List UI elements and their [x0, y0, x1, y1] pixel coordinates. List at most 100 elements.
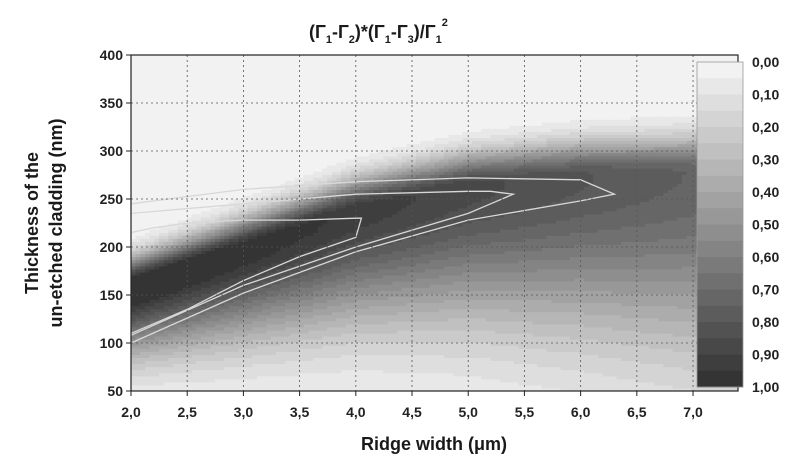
heatmap-cell [196, 372, 202, 377]
heatmap-cell [177, 161, 183, 166]
heatmap-cell [173, 308, 179, 313]
heatmap-cell [149, 357, 155, 362]
heatmap-cell [131, 265, 137, 270]
heatmap-cell [196, 158, 202, 163]
heatmap-cell [215, 67, 221, 71]
heatmap-cell [168, 140, 174, 145]
heatmap-cell [205, 351, 211, 355]
heatmap-cell [201, 149, 207, 154]
heatmap-cell [140, 360, 146, 365]
heatmap-cell [219, 238, 225, 242]
heatmap-cell [201, 238, 207, 242]
heatmap-cell [159, 134, 165, 139]
heatmap-cell [154, 268, 160, 273]
heatmap-cell [140, 375, 146, 380]
heatmap-cell [154, 235, 160, 239]
heatmap-cell [177, 192, 183, 197]
heatmap-cell [191, 354, 197, 358]
heatmap-cell [191, 262, 197, 267]
heatmap-cell [140, 207, 146, 212]
heatmap-cell [149, 164, 155, 169]
heatmap-cell [145, 384, 151, 389]
heatmap-cell [201, 113, 207, 117]
heatmap-cell [210, 378, 216, 383]
heatmap-cell [168, 219, 174, 224]
heatmap-cell [191, 155, 197, 160]
heatmap-cell [140, 58, 146, 62]
heatmap-cell [163, 241, 169, 245]
heatmap-cell [191, 171, 197, 175]
heatmap-cell [177, 235, 183, 239]
heatmap-cell [187, 387, 193, 391]
heatmap-cell [187, 180, 193, 184]
heatmap-cell [168, 100, 174, 105]
heatmap-cell [196, 277, 202, 282]
heatmap-cell [205, 259, 211, 264]
heatmap-cell [135, 375, 141, 380]
heatmap-cell [201, 55, 207, 59]
heatmap-cell [135, 195, 141, 200]
heatmap-cell [131, 137, 137, 142]
heatmap-cell [135, 216, 141, 221]
heatmap-cell [149, 113, 155, 117]
heatmap-cell [159, 158, 165, 163]
heatmap-cell [187, 64, 193, 68]
heatmap-cell [149, 198, 155, 203]
heatmap-cell [149, 180, 155, 184]
heatmap-cell [135, 189, 141, 194]
heatmap-cell [168, 171, 174, 175]
heatmap-cell [210, 180, 216, 184]
heatmap-cell [177, 174, 183, 178]
heatmap-cell [205, 109, 211, 114]
heatmap-cell [140, 94, 146, 99]
heatmap-cell [140, 201, 146, 206]
heatmap-cell [163, 259, 169, 264]
heatmap-cell [205, 281, 211, 285]
heatmap-cell [140, 241, 146, 245]
heatmap-cell [182, 226, 188, 230]
heatmap-cell [182, 299, 188, 304]
heatmap-cell [135, 174, 141, 178]
heatmap-cell [163, 357, 169, 362]
heatmap-cell [219, 253, 225, 258]
heatmap-cell [191, 256, 197, 261]
heatmap-cell [210, 192, 216, 197]
heatmap-cell [196, 131, 202, 136]
heatmap-cell [140, 342, 146, 346]
heatmap-cell [191, 329, 197, 334]
heatmap-cell [210, 155, 216, 160]
heatmap-cell [191, 103, 197, 108]
heatmap-cell [168, 183, 174, 187]
heatmap-cell [131, 323, 137, 328]
heatmap-cell [140, 354, 146, 358]
heatmap-cell [219, 226, 225, 230]
heatmap-cell [177, 113, 183, 117]
heatmap-cell [135, 281, 141, 285]
heatmap-cell [210, 351, 216, 355]
heatmap-cell [173, 302, 179, 307]
heatmap-cell [159, 223, 165, 227]
heatmap-cell [163, 119, 169, 123]
heatmap-cell [215, 342, 221, 346]
heatmap-cell [210, 113, 216, 117]
heatmap-cell [131, 348, 137, 352]
heatmap-cell [196, 299, 202, 304]
heatmap-cell [205, 332, 211, 337]
heatmap-cell [215, 223, 221, 227]
heatmap-cell [173, 125, 179, 129]
heatmap-cell [191, 100, 197, 105]
heatmap-cell [177, 296, 183, 300]
heatmap-cell [177, 109, 183, 114]
heatmap-cell [210, 67, 216, 71]
heatmap-cell [131, 305, 137, 310]
heatmap-cell [191, 265, 197, 270]
heatmap-cell [205, 174, 211, 178]
heatmap-cell [140, 268, 146, 273]
heatmap-cell [149, 70, 155, 74]
heatmap-cell [145, 140, 151, 145]
heatmap-cell [131, 336, 137, 340]
heatmap-cell [205, 70, 211, 74]
heatmap-cell [131, 372, 137, 377]
heatmap-cell [219, 256, 225, 261]
heatmap-cell [187, 116, 193, 120]
